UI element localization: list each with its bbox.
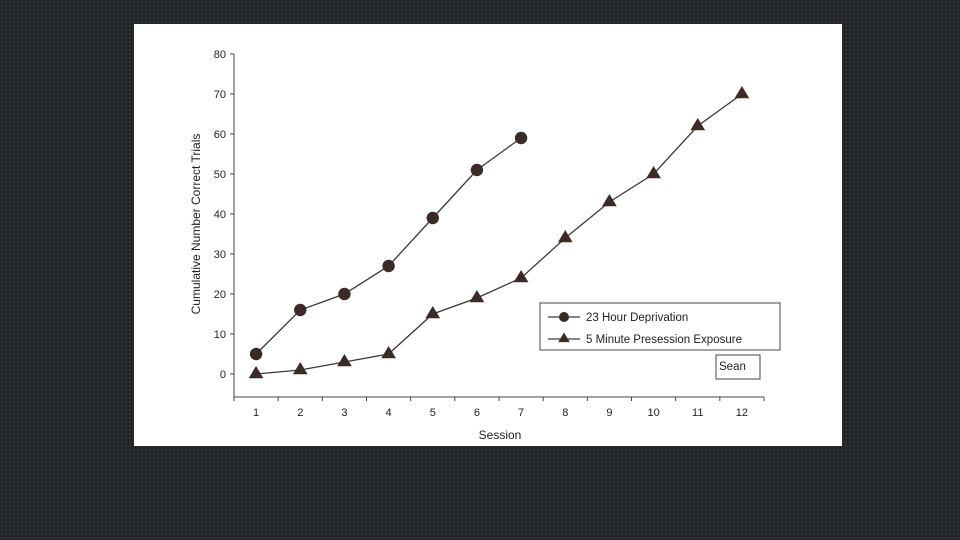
x-tick-label: 4 [386, 407, 392, 419]
x-tick-label: 1 [253, 407, 259, 419]
annotation-label: Sean [719, 361, 746, 373]
data-point-triangle [690, 118, 706, 131]
legend-triangle-marker [558, 332, 570, 343]
y-axis-title: Cumulative Number Correct Trials [189, 134, 203, 315]
y-tick-label: 20 [214, 289, 226, 301]
data-point-circle [249, 347, 263, 361]
data-point-circle [470, 163, 484, 177]
y-tick-label: 60 [214, 129, 226, 141]
legend: 23 Hour Deprivation 5 Minute Presession … [539, 302, 781, 351]
y-tick-label: 40 [214, 209, 226, 221]
y-tick-label: 70 [214, 89, 226, 101]
x-tick-label: 5 [430, 407, 436, 419]
data-point-triangle [734, 86, 750, 99]
data-point-triangle [513, 270, 529, 283]
y-ticks: 0 10 20 30 40 50 60 70 80 [214, 49, 234, 381]
data-point-circle [382, 259, 395, 273]
legend-circle-marker [559, 312, 569, 322]
legend-label-23-hour: 23 Hour Deprivation [586, 312, 688, 324]
x-axis-title: Session [479, 428, 522, 442]
y-tick-label: 50 [214, 169, 226, 181]
annotation-box [715, 354, 761, 380]
data-point-triangle [557, 230, 573, 243]
x-tick-label: 2 [297, 407, 303, 419]
x-tick-label: 9 [606, 407, 612, 419]
y-tick-label: 10 [214, 329, 226, 341]
data-point-circle [338, 287, 351, 301]
x-tick-label: 6 [474, 407, 480, 419]
data-point-triangle [425, 306, 441, 319]
series-layer [248, 86, 750, 379]
x-tick-label: 7 [518, 407, 524, 419]
y-tick-label: 30 [214, 249, 226, 261]
data-point-circle [514, 131, 528, 145]
legend-box [539, 302, 781, 351]
data-point-triangle [602, 194, 617, 207]
x-tick-label: 8 [562, 407, 568, 419]
y-tick-label: 80 [214, 49, 226, 61]
x-tick-label: 3 [341, 407, 347, 419]
legend-label-5-minute: 5 Minute Presession Exposure [586, 334, 742, 346]
data-point-triangle [646, 166, 661, 179]
data-point-triangle [337, 354, 352, 367]
series-line-5-minute [256, 93, 743, 375]
y-tick-label: 0 [220, 369, 226, 381]
x-tick-label: 11 [692, 407, 703, 419]
data-point-triangle [381, 346, 396, 359]
subject-annotation: Sean [715, 354, 761, 380]
x-ticks: 1 2 3 4 5 6 7 8 9 10 11 12 [233, 397, 765, 419]
data-point-triangle [469, 290, 485, 303]
x-tick-label: 10 [647, 407, 659, 419]
data-point-triangle [292, 362, 308, 375]
chart-panel: 0 10 20 30 40 50 60 70 80 1 2 3 4 5 6 7 8 9 10 11 12 Sessio… [134, 24, 842, 446]
data-point-circle [294, 303, 307, 317]
data-point-triangle [248, 366, 264, 379]
x-tick-label: 12 [736, 407, 748, 419]
data-point-circle [426, 211, 439, 225]
